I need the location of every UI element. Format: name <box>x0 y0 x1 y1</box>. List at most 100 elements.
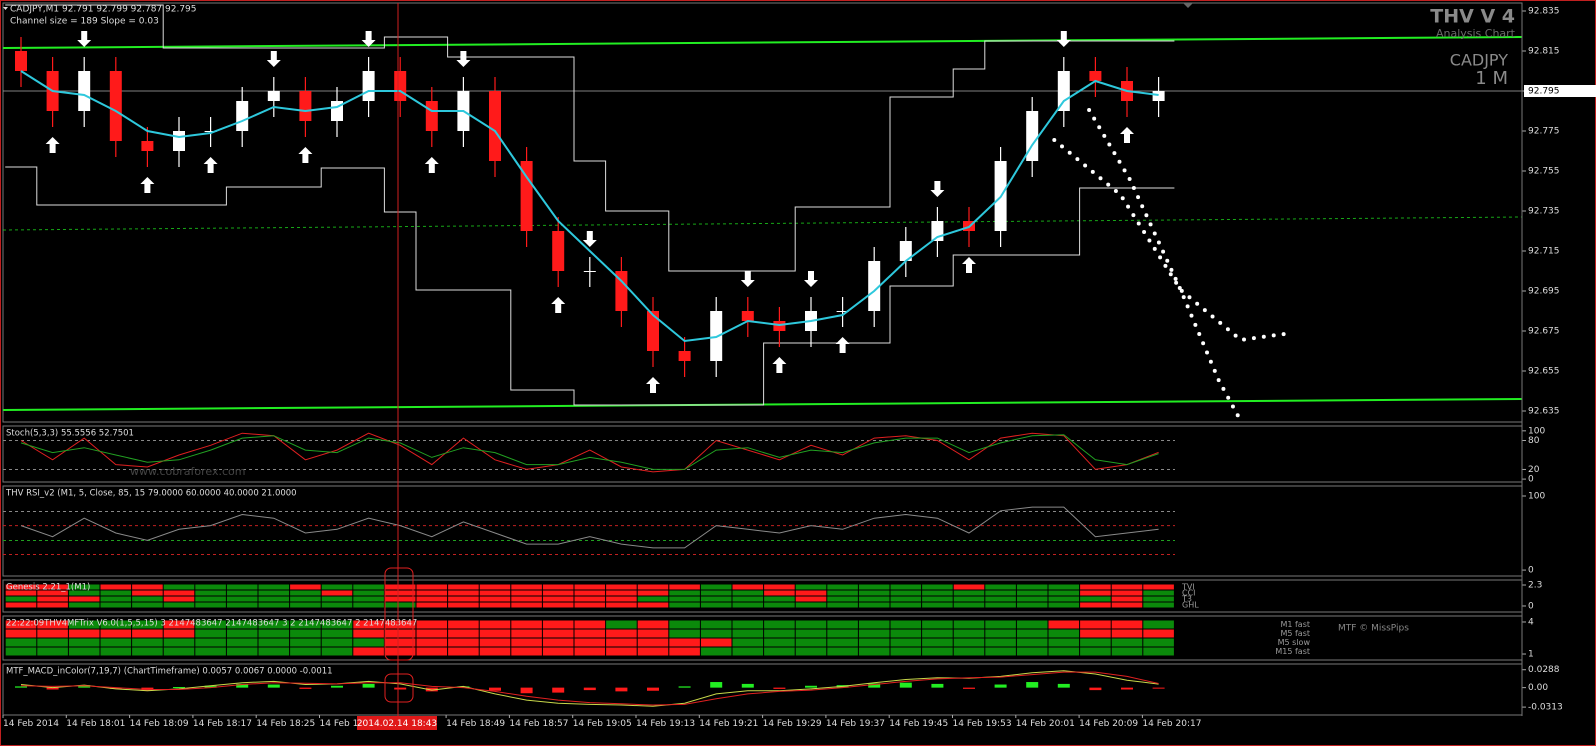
state-cell <box>479 596 511 602</box>
state-cell <box>5 596 37 602</box>
state-cell <box>384 584 416 590</box>
state-cell <box>637 638 669 647</box>
state-cell <box>353 590 384 596</box>
state-cell <box>1080 590 1111 596</box>
state-cell <box>795 638 827 647</box>
state-cell <box>700 584 732 590</box>
state-cell <box>700 638 732 647</box>
up-arrow <box>424 157 439 173</box>
state-cell <box>511 638 542 647</box>
state-cell <box>353 596 384 602</box>
state-cell <box>163 590 195 596</box>
state-cell <box>290 647 321 656</box>
state-cell <box>1143 602 1174 608</box>
state-cell <box>542 629 574 638</box>
state-cell <box>416 638 448 647</box>
menu-triangle <box>3 7 8 10</box>
state-cell <box>68 602 100 608</box>
state-cell <box>163 596 195 602</box>
state-cell <box>384 647 416 656</box>
state-cell <box>258 647 290 656</box>
state-cell <box>448 620 479 629</box>
state-cell <box>732 584 764 590</box>
state-cell <box>68 647 100 656</box>
row-label: M5 slow <box>1278 638 1311 647</box>
state-cell <box>416 647 448 656</box>
state-cell <box>985 629 1016 638</box>
state-cell <box>195 584 226 590</box>
histogram-bar <box>520 687 533 694</box>
candle-body <box>78 71 91 111</box>
x-tick-label: 14 Feb 19:21 <box>699 719 758 729</box>
candle-body <box>236 101 249 131</box>
state-cell <box>1048 647 1080 656</box>
state-cell <box>448 638 479 647</box>
histogram-bar <box>173 687 185 689</box>
state-cell <box>700 590 732 596</box>
down-arrow <box>77 31 92 47</box>
state-cell <box>542 638 574 647</box>
state-cell <box>68 638 100 647</box>
histogram-bar <box>362 683 375 688</box>
state-cell <box>1016 638 1048 647</box>
state-cell <box>1143 647 1174 656</box>
state-cell <box>1143 620 1174 629</box>
x-tick-label: 14 Feb 18:25 <box>256 719 315 729</box>
state-cell <box>384 638 416 647</box>
state-cell <box>922 620 953 629</box>
state-cell <box>795 584 827 590</box>
state-cell <box>258 629 290 638</box>
y-tick-label: 0.0288 <box>1528 665 1560 675</box>
state-cell <box>1048 602 1080 608</box>
state-cell <box>321 647 353 656</box>
histogram-bar <box>46 687 59 690</box>
panel-title: Stoch(5,3,3) 55.5556 52.7501 <box>6 429 134 439</box>
down-arrow <box>740 271 755 287</box>
state-cell <box>68 596 100 602</box>
state-cell <box>448 629 479 638</box>
up-arrow <box>298 147 313 163</box>
state-cell <box>1080 647 1111 656</box>
state-cell <box>5 584 37 590</box>
logo: THV V 4 <box>1430 6 1515 28</box>
state-cell <box>37 584 68 590</box>
state-cell <box>764 596 795 602</box>
histogram-bar <box>457 686 470 688</box>
state-cell <box>606 596 637 602</box>
y-tick-label: 0 <box>1528 601 1534 611</box>
state-cell <box>5 602 37 608</box>
state-cell <box>511 584 542 590</box>
current-price-label: 92.795 <box>1528 87 1560 97</box>
state-cell <box>1111 590 1143 596</box>
histogram-bar <box>1057 683 1070 688</box>
state-cell <box>132 620 163 629</box>
state-cell <box>5 620 37 629</box>
histogram-bar <box>1152 687 1165 689</box>
state-cell <box>700 596 732 602</box>
x-tick-label: 14 Feb 20:01 <box>1016 719 1075 729</box>
state-cell <box>1048 638 1080 647</box>
state-cell <box>226 584 258 590</box>
y-tick-label: 92.835 <box>1528 7 1560 17</box>
state-cell <box>953 596 985 602</box>
state-cell <box>1080 584 1111 590</box>
state-cell <box>637 602 669 608</box>
histogram-bar <box>805 685 817 688</box>
state-cell <box>985 647 1016 656</box>
histogram-bar <box>678 686 691 688</box>
y-tick-label: 1 <box>1528 650 1534 660</box>
state-cell <box>858 590 890 596</box>
y-tick-label: 92.675 <box>1528 327 1560 337</box>
state-cell <box>542 590 574 596</box>
y-tick-label: 2.3 <box>1528 581 1542 591</box>
symbol: CADJPY <box>1450 51 1508 70</box>
state-cell <box>1111 629 1143 638</box>
candle-body <box>1152 91 1165 101</box>
y-tick-label: 92.755 <box>1528 167 1560 177</box>
crosshair-time: 2014.02.14 18:43 <box>357 719 437 729</box>
state-cell <box>858 596 890 602</box>
state-cell <box>764 647 795 656</box>
row-label: TVI <box>1181 583 1195 592</box>
state-cell <box>1143 590 1174 596</box>
histogram-bar <box>299 687 312 689</box>
